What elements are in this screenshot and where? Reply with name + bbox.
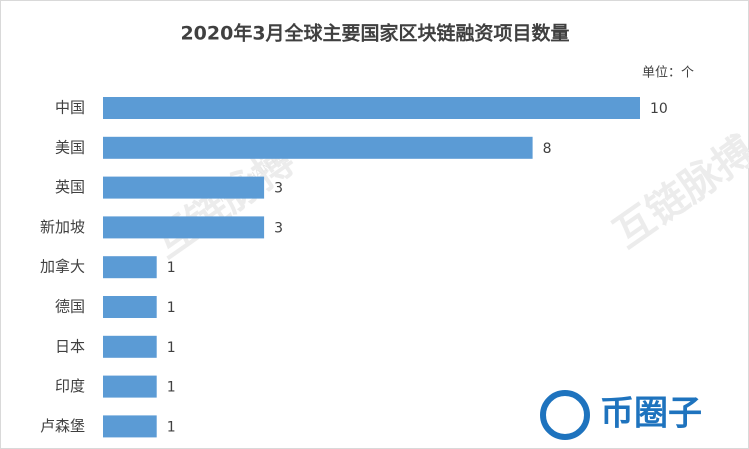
data-label: 1: [167, 419, 176, 435]
unit-label: 单位：个: [642, 66, 694, 81]
bar: [103, 296, 157, 318]
data-label: 1: [167, 340, 176, 356]
y-tick-label: 日本: [55, 337, 85, 355]
logo-icon: [540, 390, 590, 440]
bar: [103, 415, 157, 438]
y-tick-label: 印度: [55, 377, 85, 395]
y-tick-label: 中国: [55, 99, 85, 117]
logo-text: 币圈子: [600, 394, 702, 434]
bar: [103, 375, 157, 398]
y-tick-label: 加拿大: [40, 258, 85, 276]
data-label: 3: [274, 181, 283, 197]
bar: [103, 335, 157, 358]
data-label: 1: [167, 300, 176, 316]
y-tick-label: 德国: [55, 298, 85, 316]
chart-title: 2020年3月全球主要国家区块链融资项目数量: [180, 22, 569, 45]
bar: [103, 176, 265, 199]
y-tick-label: 卢森堡: [40, 417, 85, 435]
data-label: 3: [274, 220, 283, 236]
y-tick-label: 美国: [55, 138, 85, 156]
y-tick-label: 新加坡: [40, 218, 85, 236]
y-tick-label: 英国: [55, 178, 85, 196]
bar: [103, 216, 265, 239]
data-label: 10: [650, 101, 668, 117]
bar: [103, 97, 640, 119]
data-label: 8: [543, 141, 552, 157]
bar: [103, 256, 157, 279]
data-label: 1: [167, 380, 176, 396]
bar: [103, 136, 533, 159]
data-label: 1: [167, 260, 176, 276]
